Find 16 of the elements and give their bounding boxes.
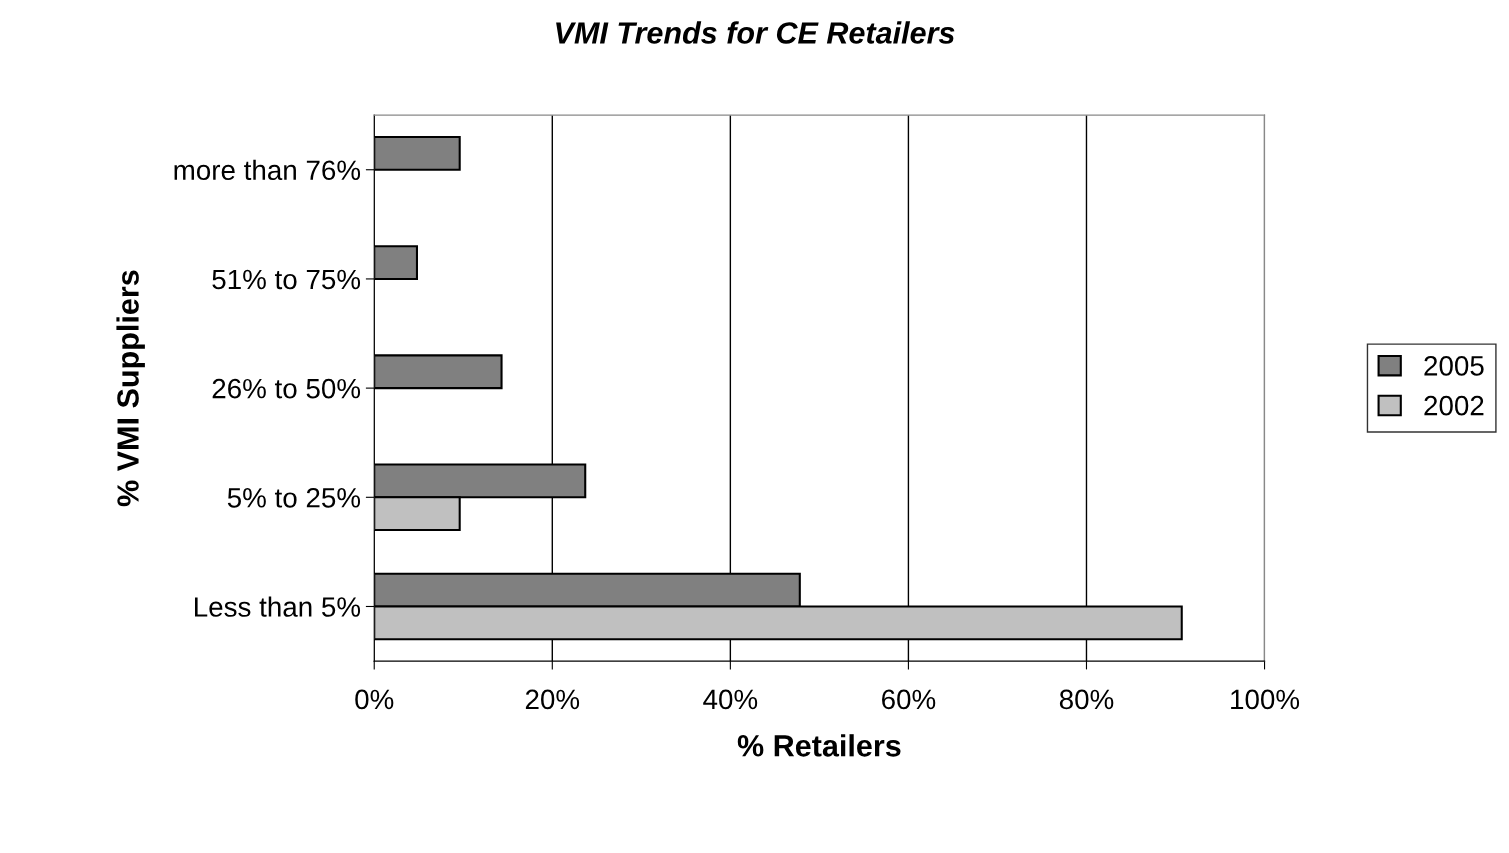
y-axis-title: % VMI Suppliers xyxy=(116,270,145,507)
y-tick-label: Less than 5% xyxy=(195,596,361,617)
legend-label: 2005 xyxy=(1424,356,1484,376)
x-tick-label: 40% xyxy=(703,689,758,710)
y-tick-label: more than 76% xyxy=(174,159,361,181)
y-tick-label: 26% to 50% xyxy=(212,378,361,399)
x-tick-label: 80% xyxy=(1059,689,1114,710)
legend-label: 2002 xyxy=(1424,395,1484,416)
chart-title: VMI Trends for CE Retailers xyxy=(556,21,955,44)
y-tick-label: 5% to 25% xyxy=(227,487,361,508)
x-tick-label: 0% xyxy=(355,689,394,710)
y-tick-label: 51% to 75% xyxy=(212,269,361,290)
x-tick-label: 100% xyxy=(1231,689,1300,710)
x-tick-label: 60% xyxy=(882,689,936,710)
x-tick-label: 20% xyxy=(525,689,580,710)
x-axis-title: % Retailers xyxy=(737,734,901,757)
